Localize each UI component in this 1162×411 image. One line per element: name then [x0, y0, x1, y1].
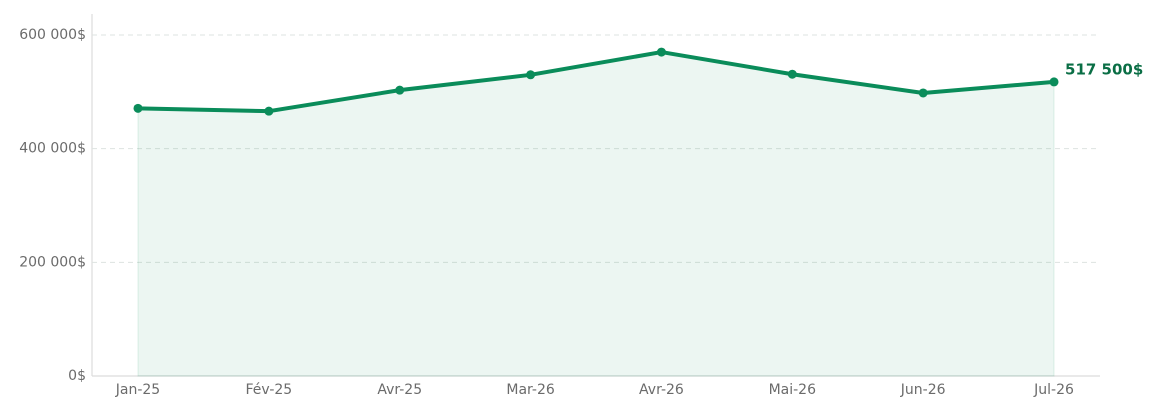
y-tick-label: 400 000$	[19, 141, 86, 157]
y-tick-label: 0$	[68, 368, 86, 384]
x-tick-label: Mar-26	[506, 382, 554, 398]
point	[656, 47, 666, 57]
point	[526, 70, 536, 80]
point	[787, 69, 797, 79]
point	[918, 88, 928, 98]
area	[137, 51, 1055, 377]
x-tick-label: Jul-26	[1033, 382, 1074, 398]
y-tick-label: 600 000$	[19, 27, 86, 43]
x-tick-label: Jun-26	[900, 382, 946, 398]
value-label: 517 500$	[1065, 60, 1143, 78]
x-tick-label: Fév-25	[246, 382, 293, 398]
x-tick-label: Jan-25	[115, 382, 160, 398]
point	[133, 103, 143, 113]
x-tick-label: Avr-25	[377, 382, 422, 398]
x-tick-label: Avr-26	[639, 382, 684, 398]
y-tick-label: 200 000$	[19, 254, 86, 270]
line	[137, 50, 1055, 114]
point	[395, 85, 405, 95]
point	[1049, 77, 1059, 87]
point	[264, 106, 274, 116]
x-tick-label: Mai-26	[769, 382, 817, 398]
